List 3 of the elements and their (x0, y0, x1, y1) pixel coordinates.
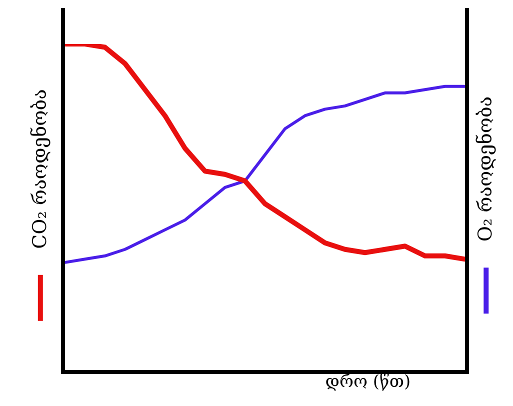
y2-axis-title: O₂ რაოდენობა (474, 96, 496, 242)
x-axis-title: დრო (წთ) (324, 372, 412, 392)
y-axis-title: CO₂ რაოდენობა (28, 89, 51, 249)
